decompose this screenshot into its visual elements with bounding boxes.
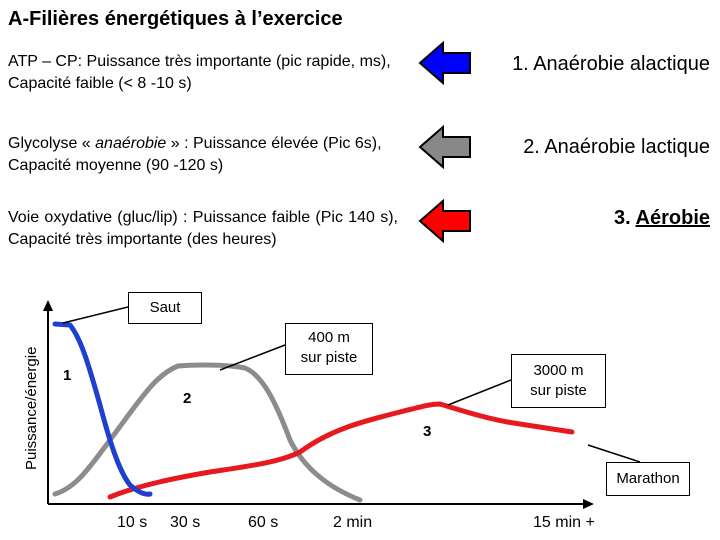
curve-number-3: 3 [423,423,432,440]
x-tick-10s: 10 s [117,514,148,531]
x-tick-30s: 30 s [170,514,201,531]
curve-number-1: 1 [63,367,72,384]
atp-cp-description: ATP – CP: Puissance très importante (pic… [8,53,391,92]
callout-400m: 400 m sur piste [285,323,373,375]
glycolysis-description-b: » : Puissance élevée (Pic 6s), Capacité … [8,135,382,174]
label-aerobie: 3. Aérobie [614,207,710,230]
x-axis-arrowhead [583,499,594,509]
label-anaerobie-alactique: 1. Anaérobie alactique [512,53,710,75]
leader-saut [62,306,129,324]
callout-3000m-line1: 3000 m [533,362,584,379]
leader-400m [219,344,286,371]
y-axis-arrowhead [43,300,53,311]
x-tick-2min: 2 min [333,514,373,531]
leader-3000m [447,379,512,406]
oxidative-description: Voie oxydative (gluc/lip) : Puissance fa… [8,209,398,248]
y-axis-label: Puissance/énergie [23,346,40,470]
curve-3-oxidative [107,401,575,500]
slide-title: A-Filières énergétiques à l’exercice [8,8,343,30]
x-tick-60s: 60 s [248,514,279,531]
glycolysis-description-em: anaérobie [95,135,167,152]
label-aerobie-num: 3. [614,207,636,229]
glycolysis-description: Glycolyse « anaérobie » : Puissance élev… [8,133,403,177]
callout-marathon: Marathon [606,462,690,496]
curve-2-glycolysis [52,362,363,503]
x-tick-15min: 15 min + [533,514,595,531]
callout-400m-line1: 400 m [308,329,350,346]
arrow-gray-icon [418,124,471,170]
label-anaerobie-lactique: 2. Anaérobie lactique [523,136,710,158]
leader-marathon [587,444,641,463]
arrow-blue-icon [418,40,471,86]
callout-saut: Saut [128,292,202,324]
callout-3000m: 3000 m sur piste [511,354,606,408]
curve-1-atp-cp [52,321,153,497]
callout-3000m-line2: sur piste [530,382,587,399]
label-aerobie-word: Aérobie [635,207,710,229]
arrow-red-icon [418,198,471,244]
glycolysis-description-a: Glycolyse « [8,135,96,152]
callout-400m-line2: sur piste [300,349,358,366]
curve-number-2: 2 [183,390,192,407]
